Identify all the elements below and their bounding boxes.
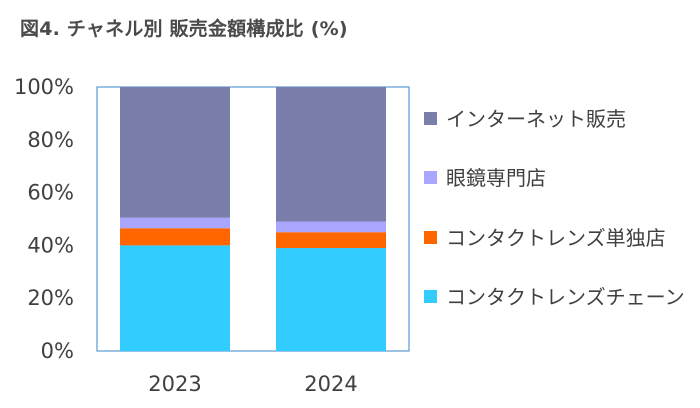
x-tick-label: 2023 — [148, 372, 201, 396]
y-tick-label: 80% — [27, 128, 74, 152]
plot-area-frame — [96, 86, 410, 352]
y-tick-label: 40% — [27, 233, 74, 257]
bar-segment — [276, 87, 386, 222]
legend-label: コンタクトレンズチェーン — [446, 285, 685, 309]
x-axis-ticks: 2023 2024 — [148, 372, 357, 396]
y-tick-label: 100% — [14, 75, 74, 99]
legend-swatch — [424, 171, 437, 184]
bar-segment — [120, 228, 230, 246]
bars-group — [120, 87, 386, 351]
bar-segment — [120, 245, 230, 351]
x-tick-label: 2024 — [304, 372, 357, 396]
bar-segment — [276, 248, 386, 351]
bar-segment — [120, 87, 230, 218]
chart-title: 図4. チャネル別 販売金額構成比 (%) — [20, 18, 348, 40]
legend-swatch — [424, 290, 437, 303]
legend-label: コンタクトレンズ単独店 — [446, 226, 666, 250]
bar-segment — [120, 217, 230, 229]
bar-segment — [276, 221, 386, 233]
y-axis-ticks: 0% 20% 40% 60% 80% 100% — [14, 75, 74, 363]
legend-swatch — [424, 112, 437, 125]
y-tick-label: 20% — [27, 286, 74, 310]
y-tick-label: 0% — [41, 339, 74, 363]
legend-label: インターネット販売 — [446, 107, 626, 131]
legend-label: 眼鏡専門店 — [446, 166, 546, 190]
bar-segment — [276, 232, 386, 249]
legend-swatch — [424, 231, 437, 244]
y-tick-label: 60% — [27, 181, 74, 205]
